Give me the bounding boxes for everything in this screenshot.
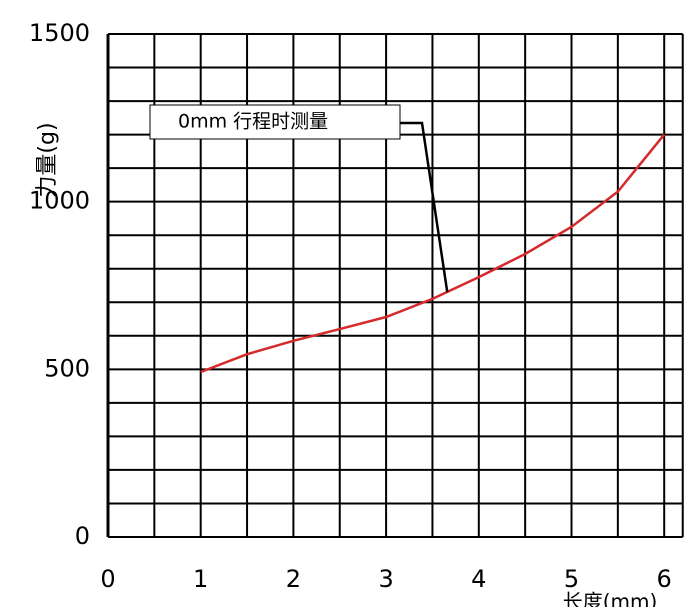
x-tick-label: 6 <box>657 565 672 593</box>
y-tick-label: 1500 <box>29 19 90 47</box>
annotation-box <box>149 104 401 140</box>
x-axis-label: 长度(mm) <box>563 590 658 607</box>
x-tick-label: 2 <box>286 565 301 593</box>
y-tick-label: 1000 <box>29 187 90 215</box>
annotation-arrow <box>400 121 449 293</box>
annotation-text: 0mm 行程时测量 <box>178 111 328 133</box>
data-line <box>200 133 666 374</box>
x-tick-label: 3 <box>378 565 393 593</box>
x-tick-label: 5 <box>564 565 579 593</box>
x-tick-label: 1 <box>193 565 208 593</box>
x-tick-label: 4 <box>471 565 486 593</box>
x-tick-label: 0 <box>100 565 115 593</box>
y-tick-label: 500 <box>44 354 90 382</box>
y-tick-label: 0 <box>75 522 90 550</box>
y-axis-label: 力量(g) <box>35 122 60 197</box>
